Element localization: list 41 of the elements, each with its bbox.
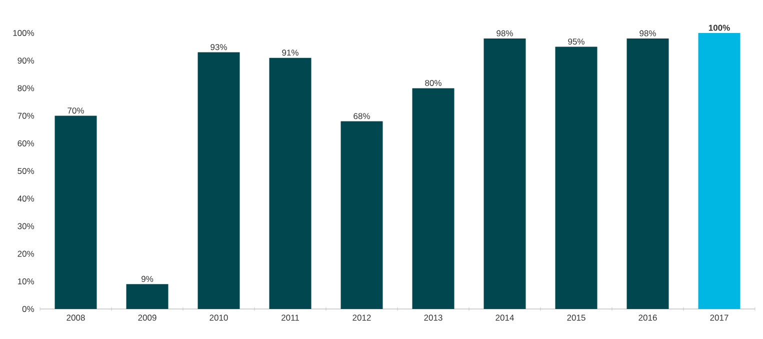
x-tick-label: 2015 [567,314,586,321]
bar [698,32,740,309]
bar [198,52,240,309]
data-label: 9% [142,276,154,282]
bar [412,88,454,309]
y-tick-label: 50% [18,168,34,174]
x-tick-label: 2012 [352,314,371,321]
x-tick-label: 2008 [66,314,85,321]
y-tick-label: 70% [18,112,34,119]
y-tick-label: 60% [18,140,34,146]
y-tick-label: 10% [18,278,34,284]
bar [555,46,598,309]
bar [626,38,669,309]
x-tick-label: 2009 [138,314,156,321]
x-tick-label: 2013 [424,314,442,321]
y-tick-label: 30% [18,223,34,230]
data-label: 91% [282,50,298,56]
data-label: 93% [210,44,227,50]
x-tick-label: 2010 [210,314,228,321]
y-tick-label: 0% [22,306,34,312]
x-tick-label: 2014 [496,314,514,321]
data-label: 68% [354,113,370,120]
y-tick-label: 40% [18,196,34,202]
y-tick-label: 90% [18,58,34,64]
data-label: 80% [425,80,442,86]
data-label: 98% [496,30,513,36]
data-label: 98% [640,30,656,36]
bar [126,284,168,309]
data-label: 95% [568,38,584,45]
data-label: 100% [708,24,730,31]
x-tick-label: 2011 [282,314,299,321]
y-tick-label: 20% [18,250,34,257]
data-label: 70% [68,108,84,114]
bar [269,58,312,309]
bar [484,38,526,309]
bar [340,121,383,309]
bar [54,116,97,309]
x-tick-label: 2016 [638,314,657,321]
y-tick-label: 100% [13,30,34,36]
x-tick-label: 2017 [710,314,728,321]
y-tick-label: 80% [18,85,34,92]
